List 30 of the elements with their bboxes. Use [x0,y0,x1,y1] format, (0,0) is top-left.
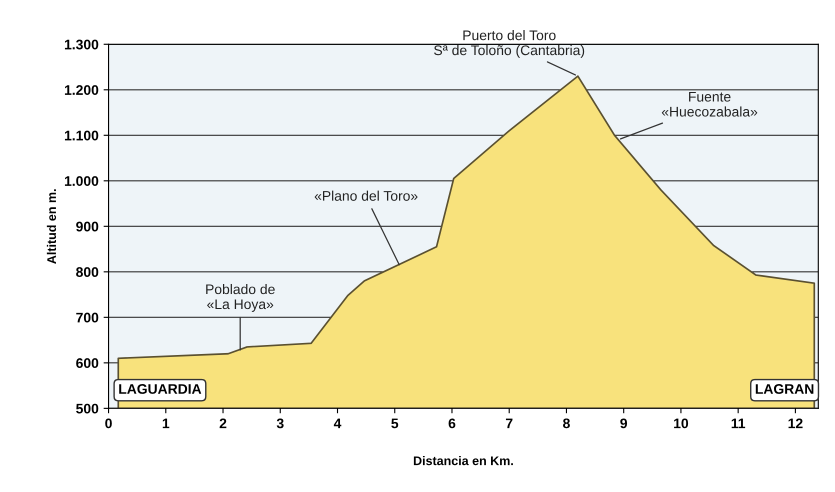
annotation: «Plano del Toro» [314,190,418,201]
x-tick-label: 9 [620,418,628,428]
x-tick-label: 7 [506,418,512,428]
y-tick-label: 700 [76,312,98,323]
x-tick-label: 5 [391,418,398,428]
x-tick-label: 0 [105,418,112,428]
x-tick-label: 3 [276,418,284,428]
x-tick-label: 8 [563,418,570,428]
x-tick-label: 12 [788,418,803,428]
annotation: Fuente «Huecozabala» [662,92,758,117]
y-tick-label: 1.100 [64,130,98,140]
y-tick-label: 1.200 [64,85,98,95]
x-tick-label: 1 [162,418,170,428]
x-tick-label: 6 [448,418,456,428]
x-tick-label: 2 [220,418,226,428]
y-tick-label: 1.300 [64,40,98,50]
y-tick-label: 1.000 [64,176,98,186]
annotation: Puerto del Toro Sª de Toloño (Cantabria) [434,30,584,58]
y-tick-label: 500 [76,404,98,414]
x-axis-title: Distancia en Km. [414,456,513,466]
annotation: LAGRAN [756,384,814,394]
annotation: LAGUARDIA [119,384,202,394]
x-tick-label: 10 [674,418,688,428]
x-tick-label: 4 [334,418,342,428]
y-tick-label: 600 [76,358,98,368]
y-tick-label: 800 [76,267,98,277]
annotation: Poblado de «La Hoya» [206,284,275,312]
y-tick-label: 900 [76,222,98,232]
y-axis-title: Altitud en m. [46,189,56,264]
x-tick-label: 11 [732,418,746,428]
